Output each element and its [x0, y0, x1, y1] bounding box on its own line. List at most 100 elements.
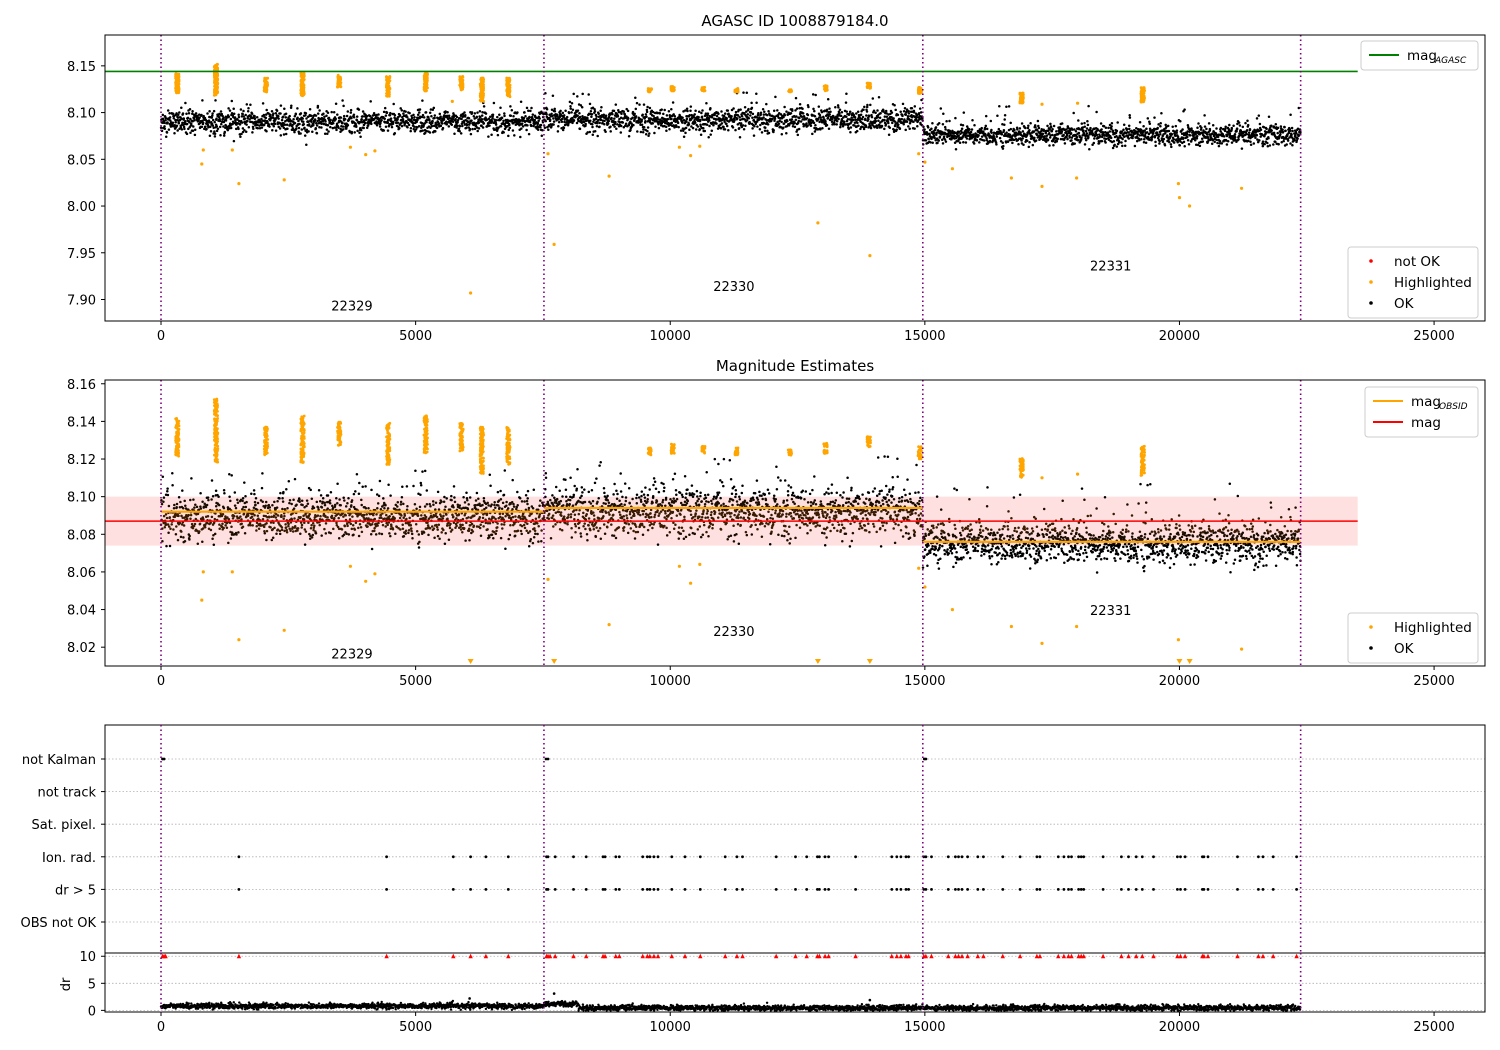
ok-point: [418, 111, 421, 114]
ok-point: [876, 109, 879, 112]
ok-point: [640, 118, 644, 121]
ok-point: [179, 126, 183, 129]
ok-point: [1164, 123, 1167, 127]
ok-point: [441, 126, 445, 130]
ok-point: [440, 122, 444, 125]
ok-point: [1289, 142, 1292, 145]
ok-point: [482, 105, 486, 108]
ok-point: [499, 124, 503, 128]
ok-point: [519, 100, 523, 103]
ok-point: [582, 120, 586, 124]
ok-point: [255, 115, 259, 119]
ok-point: [455, 115, 459, 119]
ok-point: [267, 123, 271, 126]
ok-point: [668, 127, 671, 131]
ok-point: [1281, 130, 1285, 134]
ok-point: [305, 128, 309, 131]
ok-point: [872, 109, 876, 113]
ok-point: [193, 128, 197, 131]
ok-point: [496, 115, 499, 119]
ok-point: [589, 119, 592, 123]
ok-point: [887, 133, 891, 137]
ok-point: [509, 114, 513, 117]
ok-point: [965, 137, 969, 140]
ok-point: [747, 116, 751, 120]
ok-point: [1293, 138, 1296, 142]
ok-point: [1205, 127, 1208, 131]
ok-point: [408, 111, 411, 115]
ok-point: [942, 112, 945, 116]
ok-point: [1025, 139, 1029, 142]
ok-point: [1286, 139, 1290, 142]
highlighted-point: [264, 80, 267, 84]
ok-point: [218, 119, 222, 123]
ok-point: [214, 99, 217, 102]
ok-point: [744, 124, 747, 127]
ok-point: [310, 120, 313, 123]
ok-point: [318, 109, 321, 112]
ok-point: [1228, 123, 1231, 127]
highlighted-point: [215, 73, 219, 77]
ok-point: [1122, 123, 1126, 126]
ok-point: [1207, 122, 1211, 125]
ok-point: [1051, 133, 1054, 137]
ok-point: [310, 114, 313, 117]
highlighted-point: [386, 79, 389, 82]
ok-point: [1235, 130, 1238, 133]
ok-point: [237, 115, 241, 119]
ok-point: [345, 114, 349, 118]
ok-point: [916, 125, 919, 128]
ok-point: [511, 129, 515, 132]
ok-point: [748, 122, 752, 125]
ok-point: [272, 124, 276, 128]
ok-point: [1021, 137, 1024, 140]
ok-point: [1058, 126, 1062, 129]
ok-point: [1197, 122, 1200, 125]
ok-point: [756, 125, 759, 128]
ok-point: [279, 112, 282, 115]
ok-point: [482, 121, 486, 125]
ok-point: [198, 116, 201, 119]
ok-point: [237, 113, 240, 116]
highlighted-point: [263, 77, 267, 81]
ok-point: [332, 122, 335, 125]
ok-point: [905, 110, 908, 113]
ok-point: [413, 115, 416, 119]
ok-point: [341, 128, 345, 131]
ok-point: [1185, 132, 1189, 136]
ok-point: [365, 126, 369, 129]
ok-point: [1211, 124, 1215, 127]
ok-point: [226, 128, 230, 132]
ok-point: [387, 118, 390, 122]
ok-point: [657, 122, 660, 126]
ok-point: [551, 94, 555, 97]
ok-point: [751, 112, 755, 116]
ok-point: [1179, 120, 1182, 123]
ok-point: [172, 117, 176, 120]
ok-point: [749, 111, 753, 114]
ok-point: [420, 115, 424, 119]
ok-point: [226, 126, 229, 129]
ok-point: [299, 132, 302, 135]
ok-point: [658, 112, 662, 115]
ok-point: [399, 107, 402, 110]
ok-point: [1107, 126, 1110, 130]
ok-point: [586, 116, 589, 120]
ok-point: [755, 92, 758, 96]
ok-point: [854, 118, 857, 122]
ok-point: [825, 123, 829, 127]
ok-point: [864, 125, 868, 129]
ok-point: [184, 120, 187, 123]
ok-point: [213, 135, 217, 138]
ok-point: [421, 99, 424, 102]
ok-point: [183, 127, 186, 131]
ok-point: [910, 106, 914, 110]
ok-point: [1083, 125, 1087, 129]
ok-point: [1080, 122, 1084, 125]
ok-point: [865, 114, 868, 117]
ok-point: [243, 128, 246, 132]
ok-point: [984, 124, 988, 128]
ok-point: [801, 107, 804, 111]
ok-point: [937, 122, 941, 125]
ok-point: [171, 112, 175, 116]
